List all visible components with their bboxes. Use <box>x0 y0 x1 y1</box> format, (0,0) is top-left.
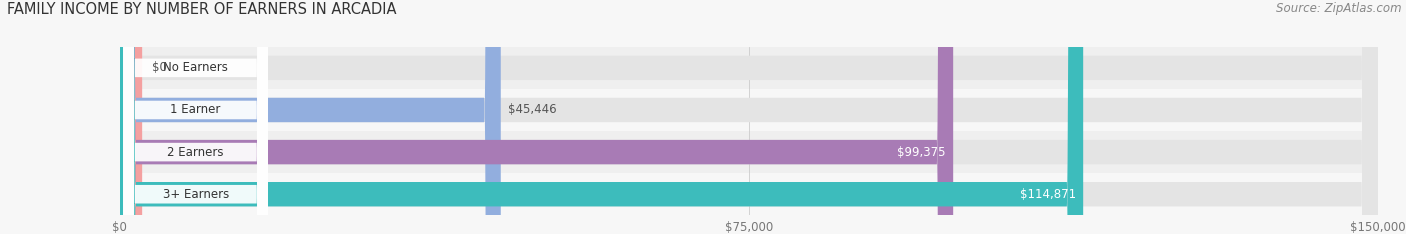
FancyBboxPatch shape <box>120 0 1378 234</box>
Bar <box>120 173 1378 215</box>
Text: $99,375: $99,375 <box>897 146 946 159</box>
FancyBboxPatch shape <box>120 0 501 234</box>
FancyBboxPatch shape <box>124 0 269 234</box>
Bar <box>120 131 1378 173</box>
FancyBboxPatch shape <box>120 0 1378 234</box>
Text: $45,446: $45,446 <box>509 103 557 117</box>
Text: No Earners: No Earners <box>163 61 228 74</box>
Text: FAMILY INCOME BY NUMBER OF EARNERS IN ARCADIA: FAMILY INCOME BY NUMBER OF EARNERS IN AR… <box>7 2 396 17</box>
FancyBboxPatch shape <box>120 0 1378 234</box>
Bar <box>120 89 1378 131</box>
Text: $114,871: $114,871 <box>1019 188 1076 201</box>
Text: Source: ZipAtlas.com: Source: ZipAtlas.com <box>1277 2 1402 15</box>
FancyBboxPatch shape <box>124 0 269 234</box>
Text: $0: $0 <box>152 61 167 74</box>
FancyBboxPatch shape <box>124 0 269 234</box>
Bar <box>120 47 1378 89</box>
FancyBboxPatch shape <box>120 0 1378 234</box>
Text: 1 Earner: 1 Earner <box>170 103 221 117</box>
Text: 3+ Earners: 3+ Earners <box>163 188 229 201</box>
Text: 2 Earners: 2 Earners <box>167 146 224 159</box>
FancyBboxPatch shape <box>120 0 953 234</box>
FancyBboxPatch shape <box>120 0 142 234</box>
FancyBboxPatch shape <box>120 0 1083 234</box>
FancyBboxPatch shape <box>124 0 269 234</box>
